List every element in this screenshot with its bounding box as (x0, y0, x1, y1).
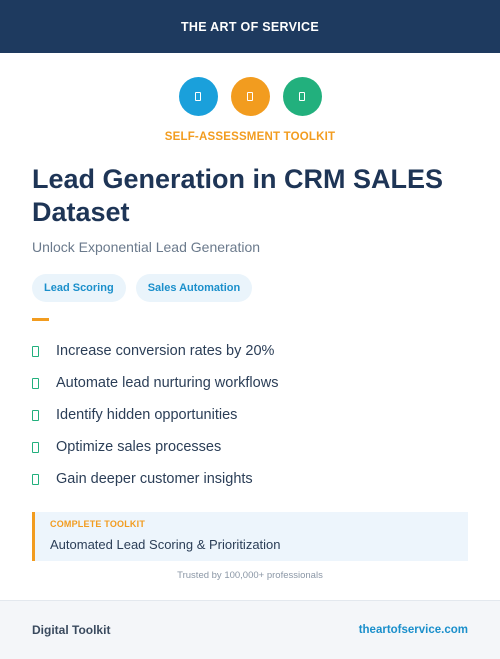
feature-text: Increase conversion rates by 20% (56, 343, 275, 359)
brand-name: THE ART OF SERVICE (180, 19, 320, 34)
check-icon (32, 345, 39, 357)
feature-item: Identify hidden opportunities (32, 399, 468, 431)
check-icon (32, 441, 39, 453)
doc-icon-blue (178, 77, 218, 116)
page-title: Lead Generation in CRM SALES Dataset (32, 164, 444, 227)
tag-sales-automation: Sales Automation (135, 274, 253, 302)
feature-item: Increase conversion rates by 20% (32, 335, 468, 367)
footer-bar: Digital Toolkit theartofservice.com (0, 600, 500, 659)
doc-icon (247, 92, 253, 101)
trust-note: Trusted by 100,000+ professionals (177, 570, 323, 581)
doc-icon (299, 92, 305, 101)
check-icon (32, 473, 39, 485)
kicker-label: SELF-ASSESSMENT TOOLKIT (164, 131, 336, 143)
feature-text: Gain deeper customer insights (56, 471, 253, 487)
check-icon (32, 409, 39, 421)
feature-text: Automate lead nurturing workflows (56, 375, 279, 391)
accent-divider (32, 318, 49, 321)
feature-item: Optimize sales processes (32, 431, 468, 463)
icon-row (0, 77, 500, 116)
footer-label: Digital Toolkit (32, 623, 111, 637)
page-subtitle: Unlock Exponential Lead Generation (32, 239, 261, 255)
feature-item: Automate lead nurturing workflows (32, 367, 468, 399)
feature-text: Identify hidden opportunities (56, 407, 238, 423)
feature-list: Increase conversion rates by 20% Automat… (32, 335, 468, 495)
feature-text: Optimize sales processes (56, 439, 222, 455)
doc-icon-orange (230, 77, 270, 116)
header-bar: THE ART OF SERVICE (0, 0, 500, 53)
check-icon (32, 377, 39, 389)
callout-label: COMPLETE TOOLKIT (50, 519, 146, 529)
toolkit-callout: COMPLETE TOOLKIT Automated Lead Scoring … (32, 512, 468, 561)
doc-icon-green (282, 77, 322, 116)
callout-text: Automated Lead Scoring & Prioritization (50, 537, 281, 552)
tag-lead-scoring: Lead Scoring (32, 274, 126, 302)
tag-list: Lead Scoring Sales Automation (32, 274, 468, 302)
footer-link[interactable]: theartofservice.com (358, 624, 468, 636)
feature-item: Gain deeper customer insights (32, 463, 468, 495)
doc-icon (195, 92, 201, 101)
